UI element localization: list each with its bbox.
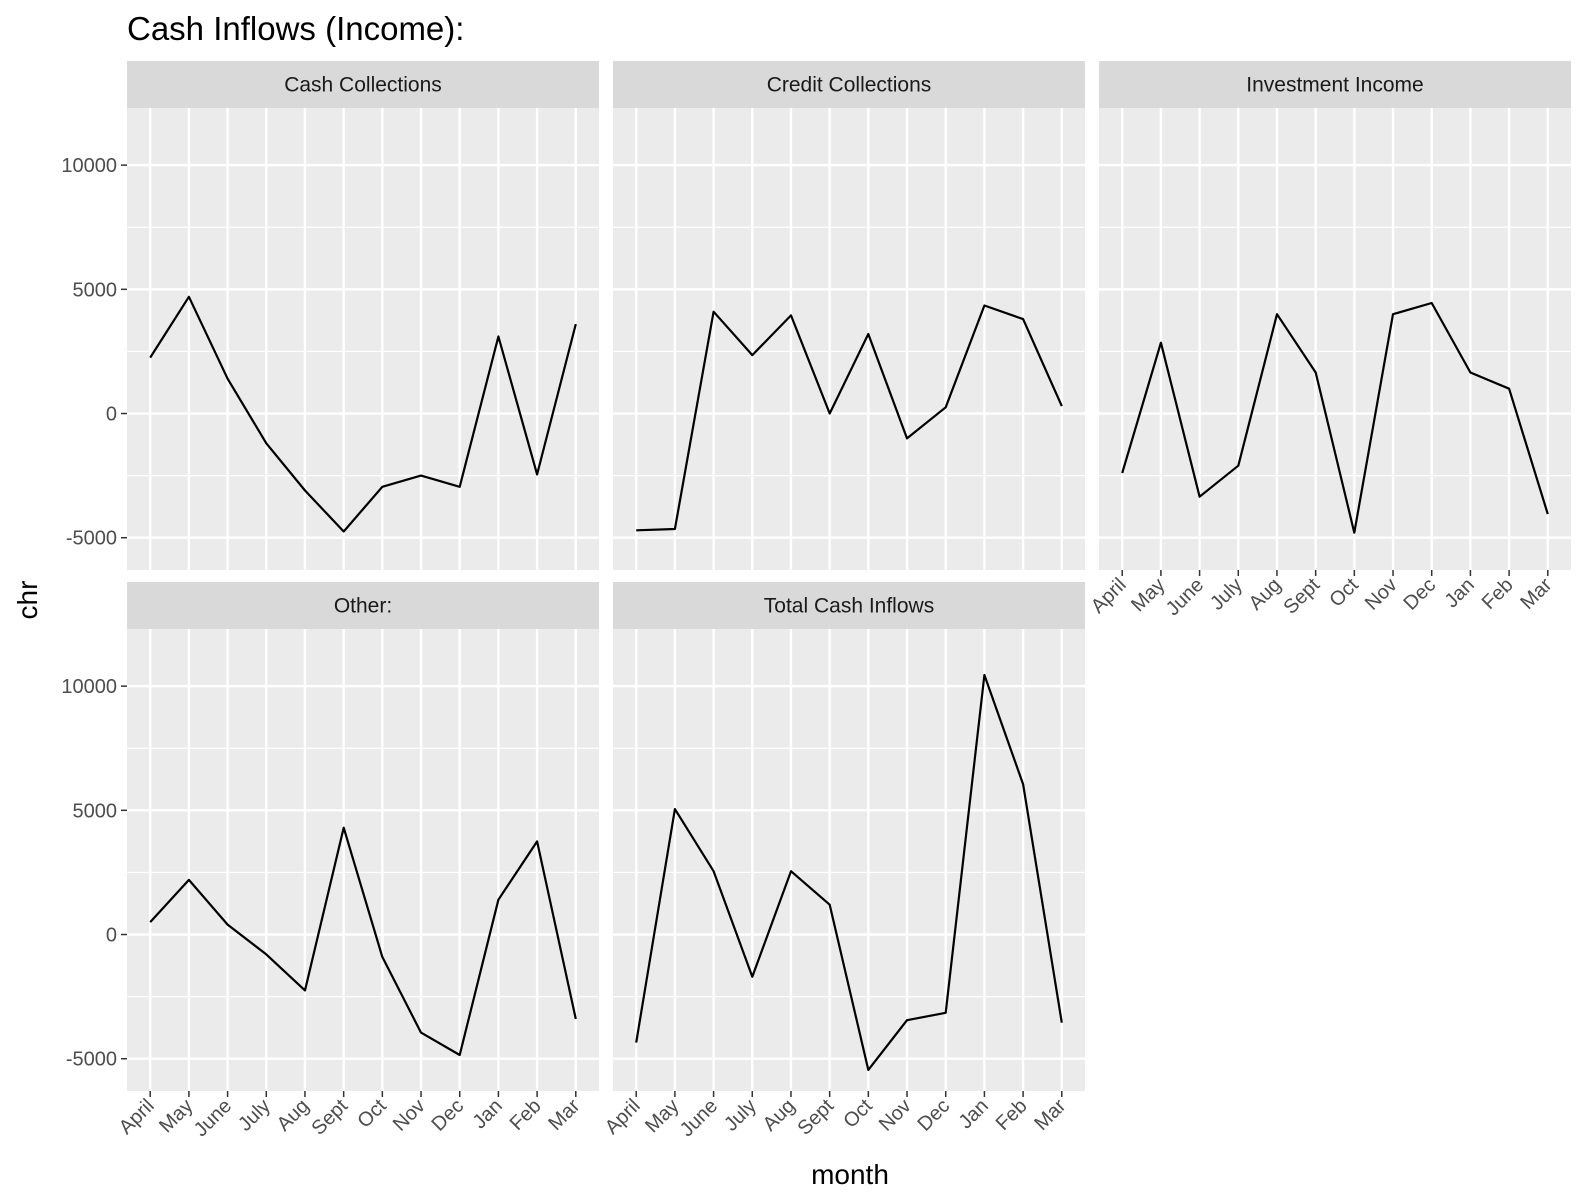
x-tick-label: Jan bbox=[955, 1095, 993, 1133]
x-tick-label: Oct bbox=[1325, 574, 1363, 612]
x-tick-label: Mar bbox=[1030, 1095, 1070, 1135]
x-tick-label: Sept bbox=[1280, 574, 1325, 619]
x-tick-label: June bbox=[676, 1095, 722, 1141]
y-tick-label: 0 bbox=[106, 404, 117, 426]
y-tick-label: 0 bbox=[106, 925, 117, 947]
x-tick-label: Aug bbox=[1245, 574, 1286, 615]
facet-strip-label: Total Cash Inflows bbox=[764, 595, 934, 618]
chart-title: Cash Inflows (Income): bbox=[127, 10, 464, 47]
facet-panels: Cash Collections -5000 0 5000 10000 Credit Co… bbox=[61, 61, 1571, 1141]
x-tick-label: Feb bbox=[1478, 574, 1518, 614]
facet-strip bbox=[613, 582, 1085, 629]
facet-strip-label: Cash Collections bbox=[284, 74, 442, 97]
x-tick-label: June bbox=[190, 1095, 236, 1141]
facet-cash-collections: Cash Collections -5000 0 5000 10000 bbox=[61, 61, 599, 570]
facet-other: Other: -5000 0 5000 10000 AprilMayJuneJulyAug… bbox=[61, 582, 599, 1141]
x-tick-label: Aug bbox=[273, 1095, 314, 1136]
x-tick-label: Sept bbox=[308, 1095, 353, 1140]
x-tick-label: July bbox=[1206, 574, 1247, 615]
x-tick-label: April bbox=[601, 1095, 645, 1139]
series-line-other bbox=[149, 826, 577, 1057]
x-tick-label: Dec bbox=[1400, 574, 1441, 615]
facet-strip-label: Other: bbox=[334, 595, 392, 618]
facet-strip bbox=[127, 61, 599, 108]
facet-credit-collections: Credit Collections bbox=[613, 61, 1085, 570]
x-tick-label: Nov bbox=[1361, 574, 1402, 615]
x-tick-label: Dec bbox=[428, 1095, 469, 1136]
x-tick-label: April bbox=[1087, 574, 1131, 618]
x-tick-label: Jan bbox=[469, 1095, 507, 1133]
x-tick-label: Mar bbox=[544, 1095, 584, 1135]
facet-strip bbox=[1099, 61, 1571, 108]
facet-strip-label: Credit Collections bbox=[767, 74, 932, 97]
x-tick-label: Feb bbox=[506, 1095, 546, 1135]
x-tick-label: Aug bbox=[759, 1095, 800, 1136]
x-tick-label: April bbox=[115, 1095, 159, 1139]
x-tick-label: Mar bbox=[1516, 574, 1556, 614]
facet-strip-label: Investment Income bbox=[1246, 74, 1423, 97]
y-tick-label: 5000 bbox=[73, 279, 118, 301]
series-line-investment-income bbox=[1121, 301, 1549, 534]
x-tick-label: July bbox=[234, 1095, 275, 1136]
x-tick-label: May bbox=[1127, 574, 1169, 616]
series-line-cash-collections bbox=[149, 295, 577, 533]
x-tick-label: Sept bbox=[794, 1095, 839, 1140]
facet-investment-income: Investment Income AprilMayJuneJulyAugSept… bbox=[1087, 61, 1571, 620]
panel-background bbox=[127, 108, 599, 570]
panel-background bbox=[127, 629, 599, 1091]
series-line-credit-collections bbox=[636, 304, 1063, 532]
panel-background bbox=[1099, 108, 1571, 570]
facet-total-cash-inflows: Total Cash Inflows AprilMayJuneJulyAugSep… bbox=[601, 582, 1085, 1141]
x-tick-label: Nov bbox=[389, 1095, 430, 1136]
x-tick-label: Oct bbox=[353, 1095, 391, 1133]
x-tick-label: May bbox=[641, 1095, 683, 1137]
x-tick-label: Oct bbox=[839, 1095, 877, 1133]
y-tick-label: 5000 bbox=[73, 800, 118, 822]
x-tick-label: Nov bbox=[875, 1095, 916, 1136]
x-tick-label: Feb bbox=[992, 1095, 1032, 1135]
y-axis-title: chr bbox=[12, 581, 43, 620]
x-axis-title: month bbox=[811, 1159, 889, 1190]
y-tick-label: -5000 bbox=[66, 1049, 117, 1071]
x-tick-label: July bbox=[720, 1095, 761, 1136]
panel-background bbox=[613, 108, 1085, 570]
x-tick-label: May bbox=[155, 1095, 197, 1137]
series-line-total-cash-inflows bbox=[635, 673, 1063, 1072]
panel-background bbox=[613, 629, 1085, 1091]
x-tick-label: Dec bbox=[914, 1095, 955, 1136]
facet-strip bbox=[613, 61, 1085, 108]
x-tick-label: June bbox=[1162, 574, 1208, 620]
facet-strip bbox=[127, 582, 599, 629]
y-tick-label: 10000 bbox=[61, 676, 117, 698]
y-tick-label: -5000 bbox=[66, 528, 117, 550]
x-tick-label: Jan bbox=[1441, 574, 1479, 612]
y-tick-label: 10000 bbox=[61, 155, 117, 177]
